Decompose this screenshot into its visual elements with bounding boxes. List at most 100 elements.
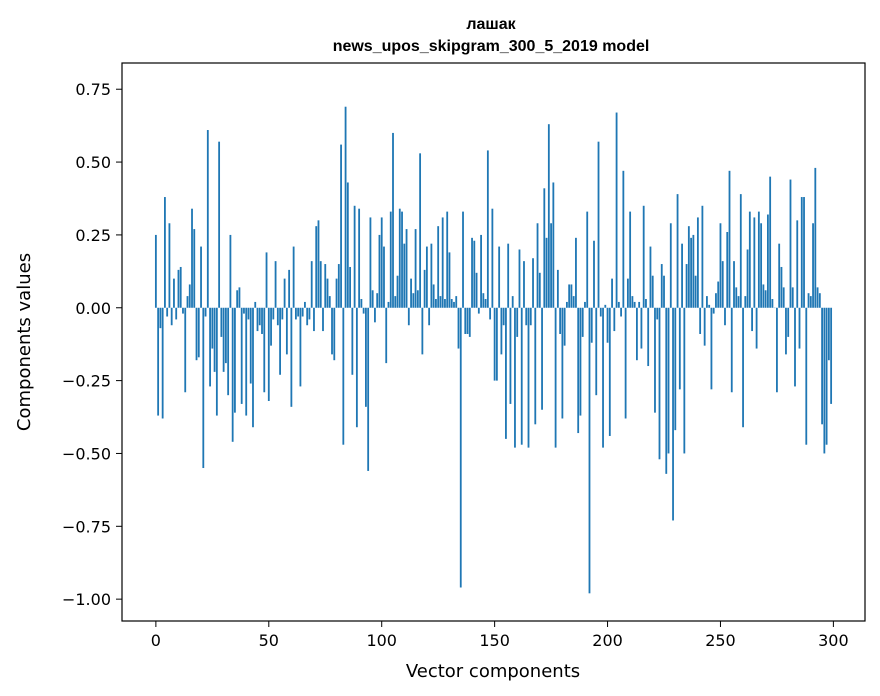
bar [742, 307, 744, 428]
bar [690, 237, 693, 308]
bar [450, 299, 453, 308]
bar [446, 211, 449, 308]
bar [200, 246, 202, 308]
bar [252, 307, 254, 428]
bar [236, 290, 239, 308]
bar [597, 141, 600, 308]
bar [613, 307, 616, 332]
bar [721, 261, 724, 308]
bar [376, 293, 379, 308]
bar [703, 307, 706, 346]
bar [365, 307, 367, 407]
bar [486, 150, 489, 308]
bar [392, 132, 394, 308]
bar [827, 307, 830, 361]
bar [480, 234, 482, 308]
bar [240, 307, 243, 404]
bar [798, 307, 801, 349]
bar [263, 307, 266, 393]
bar [383, 246, 385, 308]
bar [642, 205, 645, 308]
bar [579, 307, 582, 416]
bar [780, 266, 783, 308]
bar [188, 284, 191, 308]
bar [362, 307, 365, 314]
bar [755, 307, 758, 349]
y-tick-label: 0.25 [75, 226, 111, 245]
bar [310, 261, 313, 308]
chart-title: лашак [466, 16, 516, 33]
bar [514, 307, 516, 448]
bar [482, 293, 485, 308]
bar [782, 287, 785, 308]
bar [766, 214, 769, 308]
bar [360, 299, 363, 308]
bar [617, 301, 620, 308]
bar [803, 197, 805, 308]
bar [633, 301, 636, 308]
bar [154, 234, 157, 308]
x-tick-label: 100 [366, 631, 397, 650]
bar [830, 307, 833, 404]
bar [593, 240, 595, 308]
y-tick-label: 0.75 [75, 80, 111, 99]
bar [401, 211, 403, 308]
bar [346, 182, 349, 308]
bar [204, 307, 207, 317]
bar [667, 307, 670, 454]
bar [206, 130, 209, 308]
bar [355, 307, 358, 428]
bar [543, 188, 546, 308]
bar [369, 217, 372, 308]
bar [647, 307, 650, 367]
bar [274, 261, 277, 308]
bar [658, 307, 661, 460]
bar [432, 284, 435, 308]
bar [335, 278, 338, 308]
bar [337, 264, 340, 308]
bar [276, 307, 279, 326]
bar [636, 307, 638, 361]
bar [683, 307, 686, 454]
bar [473, 240, 476, 308]
bar [378, 234, 381, 308]
bar [559, 307, 562, 334]
bar [751, 307, 753, 332]
bar [545, 237, 548, 308]
bar [340, 144, 342, 308]
bar [254, 301, 257, 308]
bar [809, 296, 812, 308]
bar [771, 299, 774, 308]
bar [764, 290, 767, 308]
bar [787, 307, 790, 337]
bar [672, 307, 674, 521]
bar [800, 197, 803, 308]
bar [789, 179, 792, 308]
bar [414, 229, 417, 308]
bar [439, 296, 442, 308]
chart-subtitle: news_upos_skipgram_300_5_2019 model [333, 38, 650, 55]
bar [584, 301, 586, 308]
y-tick-label: −0.75 [62, 517, 111, 536]
bar [694, 275, 697, 308]
bar [272, 307, 275, 320]
bar [374, 307, 376, 323]
bar [466, 307, 469, 334]
bar [757, 211, 760, 308]
bar [588, 307, 591, 594]
bar [462, 211, 464, 308]
bar [696, 217, 699, 308]
bar [529, 307, 532, 326]
bar [692, 234, 695, 308]
bar [313, 307, 315, 332]
bar [405, 229, 408, 308]
bar [218, 141, 221, 308]
bar [505, 307, 507, 439]
bar [342, 307, 345, 445]
bar [317, 220, 320, 308]
bar [213, 307, 216, 372]
bar [159, 307, 162, 329]
bar [518, 249, 521, 308]
bar [509, 307, 512, 404]
bar [818, 293, 821, 308]
